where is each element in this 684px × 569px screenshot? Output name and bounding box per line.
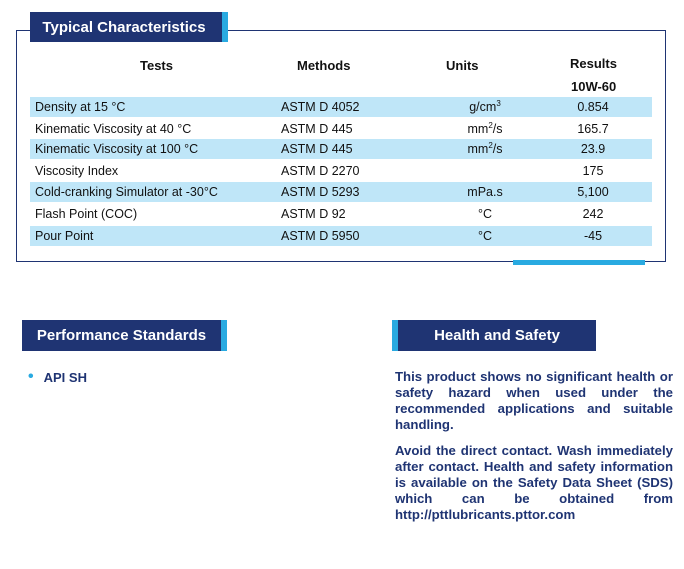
typical-characteristics-header: Typical Characteristics	[30, 12, 228, 42]
test-method: ASTM D 5950	[281, 229, 360, 243]
table-row: Viscosity Index ASTM D 2270 175	[30, 161, 652, 181]
accent-bar	[513, 260, 645, 265]
column-header-results: Results	[570, 56, 617, 71]
test-result: 165.7	[577, 122, 609, 136]
test-result: 0.854	[577, 100, 609, 114]
typical-characteristics-title: Typical Characteristics	[42, 18, 206, 36]
test-result: -45	[583, 229, 603, 243]
health-safety-paragraph: Avoid the direct contact. Wash immediate…	[395, 443, 673, 522]
table-row: Flash Point (COC) ASTM D 92 °C 242	[30, 204, 652, 224]
table-row: Density at 15 °C ASTM D 4052 g/cm3 0.854	[30, 97, 652, 117]
health-safety-paragraph: This product shows no significant health…	[395, 369, 673, 432]
test-result: 5,100	[577, 185, 609, 199]
test-unit: mm2/s	[467, 120, 503, 136]
table-row: Cold-cranking Simulator at -30°C ASTM D …	[30, 182, 652, 202]
list-item: • API SH	[28, 368, 87, 386]
column-header-grade: 10W-60	[571, 79, 617, 94]
table-row: Pour Point ASTM D 5950 °C -45	[30, 226, 652, 246]
test-unit: °C	[477, 229, 493, 243]
test-name: Pour Point	[35, 229, 94, 243]
test-name: Kinematic Viscosity at 100 °C	[35, 142, 199, 156]
health-safety-title: Health and Safety	[434, 327, 560, 344]
test-method: ASTM D 5293	[281, 185, 360, 199]
performance-standards-title: Performance Standards	[36, 327, 207, 344]
performance-standards-header: Performance Standards	[22, 320, 227, 351]
test-name: Viscosity Index	[35, 164, 119, 178]
column-header-units: Units	[446, 58, 479, 73]
test-name: Flash Point (COC)	[35, 207, 138, 221]
test-unit: mm2/s	[467, 140, 503, 156]
test-result: 242	[582, 207, 604, 221]
test-result: 23.9	[580, 142, 606, 156]
test-method: ASTM D 92	[281, 207, 346, 221]
test-name: Density at 15 °C	[35, 100, 126, 114]
test-method: ASTM D 4052	[281, 100, 360, 114]
table-row: Kinematic Viscosity at 40 °C ASTM D 445 …	[30, 119, 652, 139]
test-method: ASTM D 445	[281, 142, 353, 156]
table-row: Kinematic Viscosity at 100 °C ASTM D 445…	[30, 139, 652, 159]
test-name: Cold-cranking Simulator at -30°C	[35, 185, 218, 199]
test-unit: g/cm3	[469, 98, 501, 114]
test-unit: °C	[477, 207, 493, 221]
standard-label: API SH	[43, 369, 87, 385]
test-unit: mPa.s	[467, 185, 503, 199]
typical-characteristics-box	[16, 30, 666, 262]
bullet-icon: •	[28, 368, 34, 385]
test-result: 175	[582, 164, 604, 178]
test-method: ASTM D 2270	[281, 164, 360, 178]
column-header-methods: Methods	[297, 58, 351, 73]
health-safety-header: Health and Safety	[392, 320, 596, 351]
column-header-tests: Tests	[140, 58, 173, 73]
test-method: ASTM D 445	[281, 122, 353, 136]
test-name: Kinematic Viscosity at 40 °C	[35, 122, 192, 136]
